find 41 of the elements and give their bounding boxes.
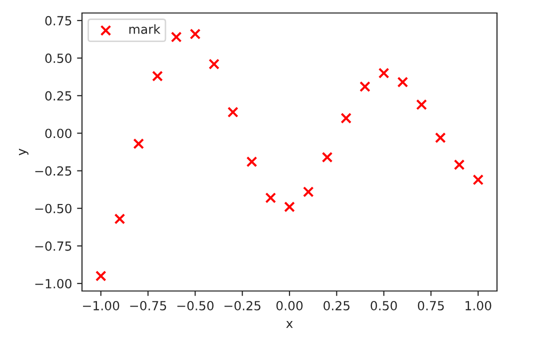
- point: [227, 106, 238, 118]
- point: [190, 28, 201, 40]
- point: [472, 174, 484, 186]
- point: [170, 32, 182, 42]
- point: [340, 112, 352, 124]
- x-tick-label: 0.75: [418, 300, 444, 310]
- x-tick-label: −0.75: [130, 300, 166, 310]
- y-tick-label: −0.25: [35, 166, 72, 176]
- y-tick-label: 0.75: [45, 16, 72, 26]
- point: [246, 156, 258, 168]
- y-tick-label: 0.50: [45, 54, 72, 64]
- point: [360, 81, 370, 92]
- x-tick-label: 0.50: [370, 300, 397, 310]
- y-axis-title: y: [18, 148, 28, 156]
- point: [378, 68, 390, 79]
- x-axis-title: x: [286, 321, 293, 328]
- point: [397, 76, 408, 88]
- legend-label: mark: [129, 24, 160, 34]
- point: [416, 99, 427, 110]
- x-tick-label: −0.25: [224, 300, 260, 310]
- y-tick-label: −1.00: [35, 278, 72, 288]
- x-tick-label: −1.00: [83, 300, 120, 310]
- point: [95, 270, 106, 282]
- x-tick-label: 1.00: [466, 300, 492, 310]
- x-tick-label: 0.00: [276, 300, 303, 310]
- y-tick-label: 0.25: [45, 91, 72, 101]
- x-tick-label: −0.50: [177, 300, 214, 310]
- point: [454, 159, 465, 170]
- point: [133, 138, 144, 150]
- point: [284, 201, 295, 212]
- y-tick-label: −0.50: [35, 204, 72, 214]
- point: [265, 192, 276, 204]
- point: [322, 152, 333, 163]
- y-tick-label: 0.00: [45, 128, 72, 138]
- point: [152, 70, 163, 82]
- y-tick-label: −0.75: [35, 241, 72, 251]
- point: [302, 186, 314, 198]
- x-tick-label: 0.25: [324, 300, 350, 310]
- point: [114, 213, 126, 224]
- point: [208, 58, 220, 70]
- point: [434, 132, 446, 144]
